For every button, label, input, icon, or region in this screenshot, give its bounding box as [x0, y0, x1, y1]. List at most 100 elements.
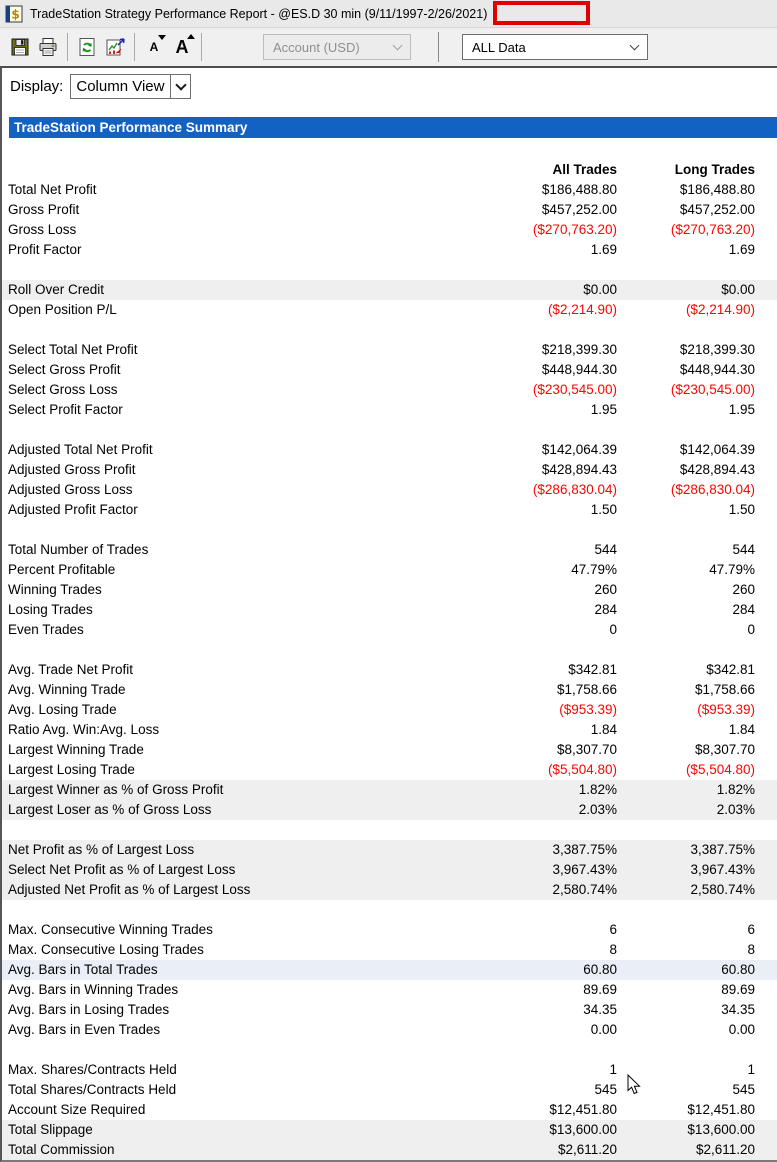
- print-button[interactable]: [34, 33, 62, 61]
- table-row: Max. Consecutive Winning Trades 6 6: [2, 920, 777, 940]
- row-label: Largest Winner as % of Gross Profit: [8, 782, 224, 797]
- table-row: Adjusted Total Net Profit $142,064.39 $142…: [2, 440, 777, 460]
- all-trades-value: 1: [609, 1062, 617, 1077]
- row-label: Avg. Bars in Losing Trades: [8, 1002, 170, 1017]
- decrease-font-button[interactable]: A: [140, 33, 168, 61]
- all-trades-value: 544: [594, 542, 617, 557]
- long-trades-value: $342.81: [706, 662, 755, 677]
- all-trades-value: 0: [609, 622, 617, 637]
- all-trades-value: 1.84: [590, 722, 617, 737]
- save-button[interactable]: [6, 33, 34, 61]
- long-trades-value: $428,894.43: [679, 462, 755, 477]
- column-header-row: All Trades Long Trades: [2, 160, 777, 180]
- row-label: Max. Consecutive Winning Trades: [8, 922, 213, 937]
- all-trades-value: $8,307.70: [556, 742, 617, 757]
- all-trades-value: 1.95: [590, 402, 617, 417]
- long-trades-value: $457,252.00: [679, 202, 755, 217]
- row-label: Adjusted Gross Profit: [8, 462, 136, 477]
- long-trades-value: $0.00: [721, 282, 755, 297]
- all-trades-value: 3,967.43%: [552, 862, 617, 877]
- all-trades-value: 89.69: [583, 982, 617, 997]
- table-row: Avg. Bars in Total Trades 60.80 60.80: [2, 960, 777, 980]
- row-label: Avg. Losing Trade: [8, 702, 117, 717]
- row-label: Avg. Bars in Even Trades: [8, 1022, 161, 1037]
- dropdown-button[interactable]: [170, 75, 190, 98]
- data-range-dropdown-value: ALL Data: [472, 39, 526, 55]
- long-trades-value: $8,307.70: [694, 742, 755, 757]
- all-trades-value: $13,600.00: [549, 1122, 617, 1137]
- long-trades-value: 1.50: [728, 502, 755, 517]
- table-row: Ratio Avg. Win:Avg. Loss 1.84 1.84: [2, 720, 777, 740]
- row-label: Profit Factor: [8, 242, 82, 257]
- refresh-button[interactable]: [73, 33, 101, 61]
- row-label: Select Gross Profit: [8, 362, 121, 377]
- report-format-button[interactable]: [101, 33, 129, 61]
- increase-font-button[interactable]: A: [168, 33, 196, 61]
- account-dropdown[interactable]: Account (USD): [263, 34, 411, 60]
- row-label: Gross Profit: [8, 202, 80, 217]
- refresh-arrows-icon: [76, 36, 98, 58]
- long-trades-value: ($953.39): [697, 702, 755, 717]
- row-label: Largest Losing Trade: [8, 762, 135, 777]
- account-dropdown-value: Account (USD): [273, 39, 360, 55]
- all-trades-value: 3,387.75%: [552, 842, 617, 857]
- all-trades-value: $0.00: [583, 282, 617, 297]
- all-trades-value: ($286,830.04): [532, 482, 617, 497]
- all-trades-value: $2,611.20: [557, 1142, 617, 1157]
- table-row: Largest Losing Trade ($5,504.80) ($5,504.8…: [2, 760, 777, 780]
- row-label: Largest Loser as % of Gross Loss: [8, 802, 212, 817]
- section-spacer: [2, 420, 777, 440]
- row-label: Account Size Required: [8, 1102, 146, 1117]
- row-label: Percent Profitable: [8, 562, 116, 577]
- long-trades-value: $186,488.80: [679, 182, 755, 197]
- long-trades-value: 260: [732, 582, 755, 597]
- row-label: Roll Over Credit: [8, 282, 105, 297]
- table-row: Gross Loss ($270,763.20) ($270,763.20): [2, 220, 777, 240]
- all-trades-value: $428,894.43: [541, 462, 617, 477]
- toolbar-separator: [201, 33, 202, 61]
- table-row: Avg. Trade Net Profit $342.81 $342.81: [2, 660, 777, 680]
- row-label: Winning Trades: [8, 582, 102, 597]
- table-row: Max. Shares/Contracts Held 1 1: [2, 1060, 777, 1080]
- row-label: Even Trades: [8, 622, 84, 637]
- title-bar: $ TradeStation Strategy Performance Repo…: [0, 0, 777, 28]
- long-trades-value: 89.69: [721, 982, 755, 997]
- long-trades-value: 47.79%: [709, 562, 755, 577]
- row-label: Avg. Winning Trade: [8, 682, 126, 697]
- row-label: Adjusted Net Profit as % of Largest Loss: [8, 882, 251, 897]
- long-trades-value: $13,600.00: [687, 1122, 755, 1137]
- red-annotation-box: [493, 1, 590, 25]
- row-label: Max. Shares/Contracts Held: [8, 1062, 177, 1077]
- long-trades-value: $218,399.30: [679, 342, 755, 357]
- table-row: Select Net Profit as % of Largest Loss 3,…: [2, 860, 777, 880]
- row-label: Adjusted Total Net Profit: [8, 442, 153, 457]
- row-label: Adjusted Gross Loss: [8, 482, 133, 497]
- long-trades-value: 34.35: [721, 1002, 755, 1017]
- all-trades-value: 284: [594, 602, 617, 617]
- long-trades-value: 3,967.43%: [690, 862, 755, 877]
- all-trades-value: $218,399.30: [541, 342, 617, 357]
- toolbar: A A Account (USD) ALL Data: [0, 28, 777, 68]
- data-range-dropdown[interactable]: ALL Data: [462, 34, 648, 60]
- display-mode-dropdown[interactable]: Column View: [70, 74, 192, 99]
- all-trades-value: 1.50: [590, 502, 617, 517]
- table-row: Select Gross Loss ($230,545.00) ($230,545.…: [2, 380, 777, 400]
- all-trades-value: $142,064.39: [541, 442, 617, 457]
- row-label: Total Number of Trades: [8, 542, 149, 557]
- table-row: Roll Over Credit $0.00 $0.00: [2, 280, 777, 300]
- table-row: Open Position P/L ($2,214.90) ($2,214.90): [2, 300, 777, 320]
- table-row: Net Profit as % of Largest Loss 3,387.75%…: [2, 840, 777, 860]
- table-row: Total Net Profit $186,488.80 $186,488.80: [2, 180, 777, 200]
- section-spacer: [2, 1040, 777, 1060]
- table-row: Avg. Bars in Winning Trades 89.69 89.69: [2, 980, 777, 1000]
- long-trades-value: 2,580.74%: [690, 882, 755, 897]
- row-label: Select Profit Factor: [8, 402, 123, 417]
- table-row: Profit Factor 1.69 1.69: [2, 240, 777, 260]
- table-row: Winning Trades 260 260: [2, 580, 777, 600]
- display-mode-value: Column View: [76, 78, 165, 95]
- table-row: Avg. Bars in Even Trades 0.00 0.00: [2, 1020, 777, 1040]
- all-trades-value: ($5,504.80): [547, 762, 617, 777]
- long-trades-value: 1.69: [728, 242, 755, 257]
- triangle-up-icon: [187, 34, 195, 39]
